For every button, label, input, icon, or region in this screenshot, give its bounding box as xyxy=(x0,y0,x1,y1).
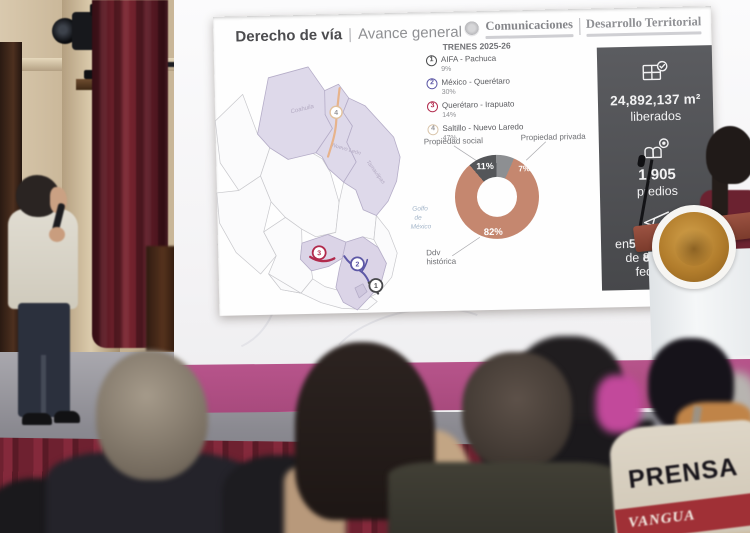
mexico-routes-map: Coahuila Nuevo León Tamaulipas Golfo de … xyxy=(214,66,432,311)
route-3-marker-icon: 3 xyxy=(426,101,439,113)
route-3-progress: 14% xyxy=(442,111,457,120)
logo-divider xyxy=(578,17,581,36)
map-label-coahuila: Coahuila xyxy=(290,104,315,115)
legend-title: TRENES 2025-26 xyxy=(442,40,511,52)
donut-label-ddv-historica: Ddv histórica xyxy=(426,248,457,267)
map-marker-route-2: 2 xyxy=(350,256,365,272)
agency-logo: Comunicaciones Desarrollo Territorial xyxy=(464,14,702,40)
route-1-marker-icon: 1 xyxy=(425,55,438,67)
route-1-progress: 9% xyxy=(441,65,452,74)
land-pin-icon xyxy=(644,138,669,159)
logo-org-left: Comunicaciones xyxy=(485,17,574,34)
map-label-golfo: Golfo xyxy=(412,205,428,212)
stat-liberados-value: 24,892,137 m² xyxy=(610,91,701,109)
logo-org-right: Desarrollo Territorial xyxy=(585,14,702,31)
audience-member xyxy=(462,352,572,470)
svg-text:México: México xyxy=(411,223,432,230)
presidential-seal xyxy=(652,205,736,289)
route-3-name: Querétaro - Irapuato 14% xyxy=(441,99,515,120)
legend-item-route-1: 1 AIFA - Pachuca 9% xyxy=(425,53,528,74)
donut-value-social: 11% xyxy=(476,160,494,172)
presidential-seal-gold xyxy=(659,212,729,282)
eagle-seal-icon xyxy=(464,21,480,37)
route-2-marker-icon: 2 xyxy=(426,78,438,90)
presenter-speaking xyxy=(8,175,92,437)
map-marker-route-3: 3 xyxy=(311,245,327,261)
donut-value-privada: 7% xyxy=(518,164,531,174)
presenter-pants-shadow xyxy=(41,355,46,417)
route-2-name: México - Querétaro 30% xyxy=(441,76,511,97)
land-tenure-donut-chart: Propiedad social Propiedad privada 11% 7… xyxy=(424,129,600,301)
presenter-shoe xyxy=(22,413,52,425)
legend-item-route-2: 2 México - Querétaro 30% xyxy=(426,76,528,97)
presenter-hand xyxy=(49,227,65,242)
svg-text:4: 4 xyxy=(334,110,338,117)
projected-slide: Derecho de vía | Avance general Comunicaci… xyxy=(213,6,718,316)
presenter-cardigan xyxy=(8,209,78,309)
stat-liberados-label: liberados xyxy=(630,108,682,124)
audience-pink-garment xyxy=(596,375,642,433)
logo-subtext-line xyxy=(586,31,702,37)
donut-value-ddv: 82% xyxy=(483,226,503,239)
donut-label-propiedad-social: Propiedad social xyxy=(423,136,484,147)
presenter-shoe xyxy=(54,411,80,423)
svg-text:1: 1 xyxy=(374,283,378,290)
route-1-name: AIFA - Pachuca 9% xyxy=(440,53,497,74)
route-2-progress: 30% xyxy=(441,88,456,97)
audience-member xyxy=(388,462,626,533)
svg-text:3: 3 xyxy=(317,250,321,257)
svg-text:de: de xyxy=(414,214,422,221)
donut-label-propiedad-privada: Propiedad privada xyxy=(520,131,586,143)
audience-member-gray-hair xyxy=(96,350,208,480)
map-check-icon xyxy=(642,60,668,81)
logo-subtext-line xyxy=(485,34,574,40)
svg-text:2: 2 xyxy=(355,261,359,268)
legend-item-route-3: 3 Querétaro - Irapuato 14% xyxy=(426,99,529,120)
map-marker-route-1: 1 xyxy=(368,278,384,293)
official-hair xyxy=(706,126,750,184)
map-marker-route-4: 4 xyxy=(329,105,343,120)
podium xyxy=(632,154,750,359)
